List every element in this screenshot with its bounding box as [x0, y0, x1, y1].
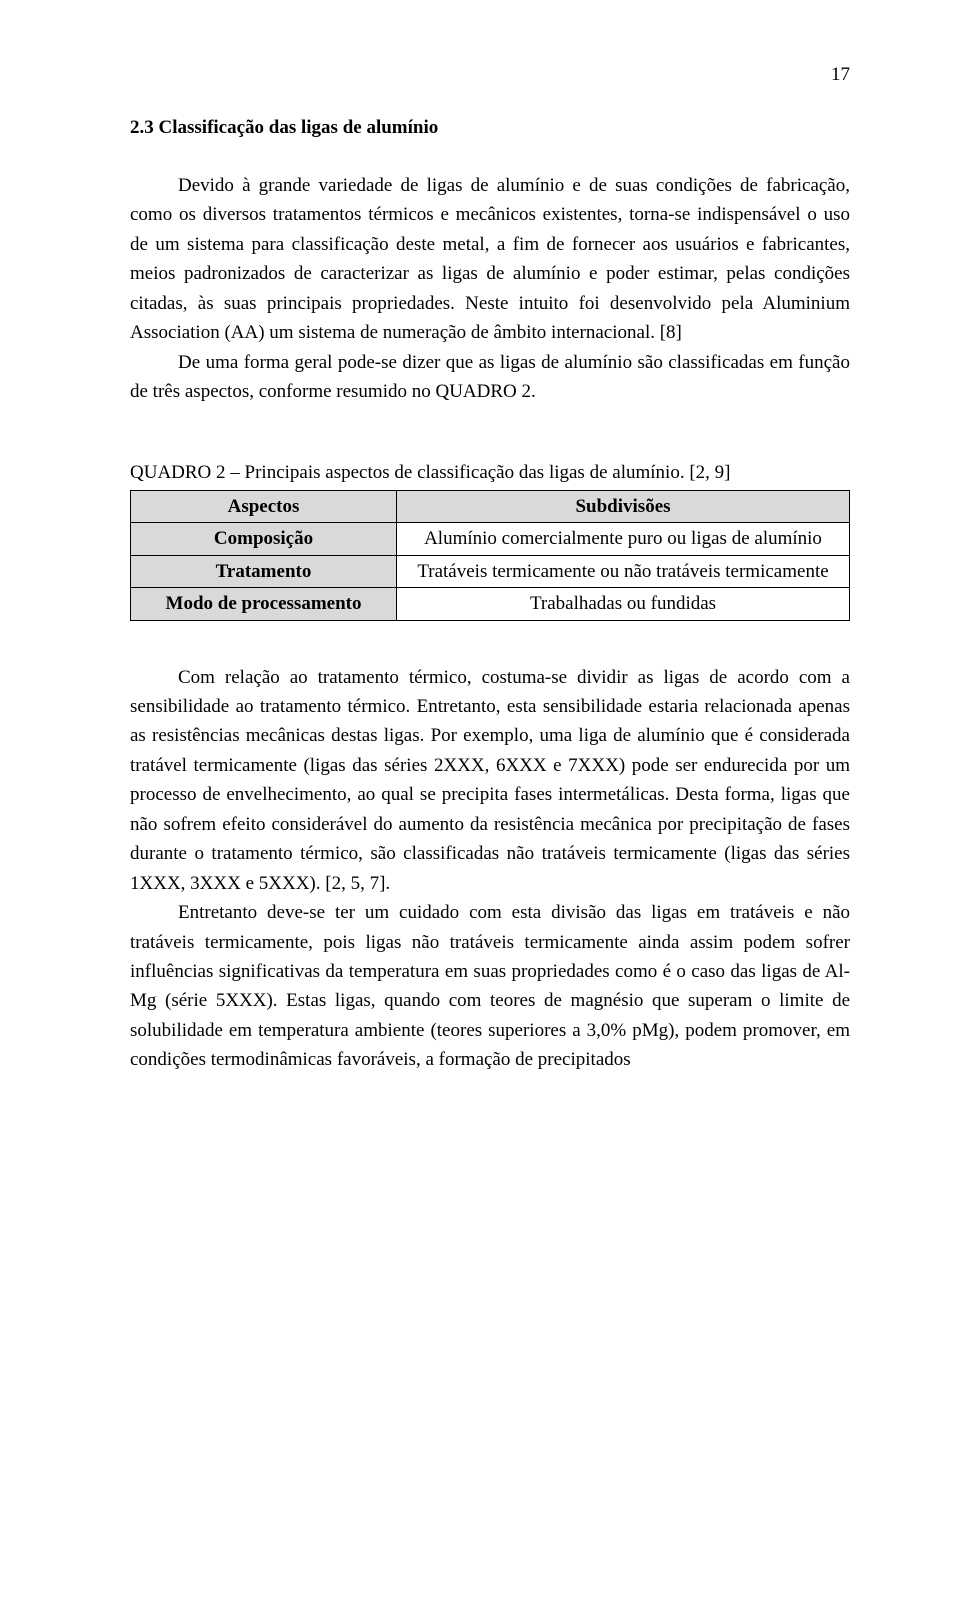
- page-number: 17: [130, 60, 850, 89]
- table-cell-aspect: Composição: [131, 523, 397, 555]
- table-cell-aspect: Tratamento: [131, 555, 397, 587]
- table-cell-aspect: Modo de processamento: [131, 588, 397, 620]
- classification-table: Aspectos Subdivisões Composição Alumínio…: [130, 490, 850, 621]
- table-cell-sub: Trabalhadas ou fundidas: [397, 588, 850, 620]
- paragraph-4: Entretanto deve-se ter um cuidado com es…: [130, 898, 850, 1075]
- table-caption: QUADRO 2 – Principais aspectos de classi…: [130, 458, 850, 487]
- paragraph-2: De uma forma geral pode-se dizer que as …: [130, 348, 850, 407]
- paragraph-3: Com relação ao tratamento térmico, costu…: [130, 663, 850, 899]
- table-header-aspects: Aspectos: [131, 490, 397, 522]
- section-heading: 2.3 Classificação das ligas de alumínio: [130, 113, 850, 142]
- table-header-row: Aspectos Subdivisões: [131, 490, 850, 522]
- table-cell-sub: Tratáveis termicamente ou não tratáveis …: [397, 555, 850, 587]
- table-row: Tratamento Tratáveis termicamente ou não…: [131, 555, 850, 587]
- table-cell-sub: Alumínio comercialmente puro ou ligas de…: [397, 523, 850, 555]
- table-row: Composição Alumínio comercialmente puro …: [131, 523, 850, 555]
- paragraph-1: Devido à grande variedade de ligas de al…: [130, 171, 850, 348]
- table-header-subdivisions: Subdivisões: [397, 490, 850, 522]
- table-row: Modo de processamento Trabalhadas ou fun…: [131, 588, 850, 620]
